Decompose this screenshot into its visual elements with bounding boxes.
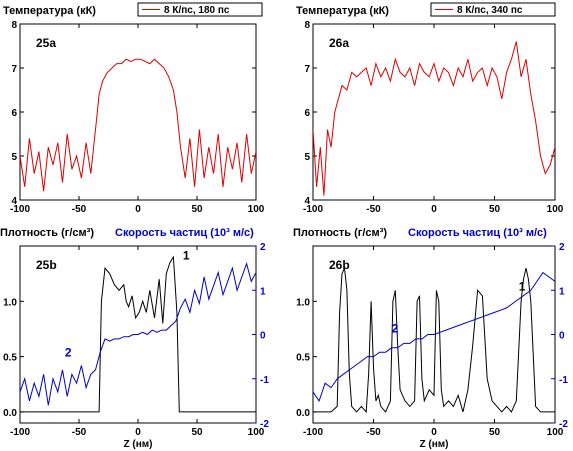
x-tick-label: -100 bbox=[303, 427, 323, 438]
series-line-2 bbox=[313, 271, 555, 403]
y2-tick-label: -2 bbox=[260, 419, 269, 430]
panel-title: Температура (кК) bbox=[3, 5, 96, 17]
curve-label-2: 2 bbox=[65, 346, 72, 360]
legend-label: 8 К/пс, 340 пс bbox=[457, 5, 523, 16]
panel-26b: -100 -50 0 50 100 0.0 0.5 1.0 -2 -1 0 1 2 26b Плотност… bbox=[293, 227, 568, 450]
x-tick-label: 0 bbox=[135, 427, 141, 438]
panel-label: 25b bbox=[36, 258, 57, 272]
x-tick-label: 0 bbox=[135, 204, 141, 215]
y-tick-label: 8 bbox=[304, 20, 310, 31]
series-line-1 bbox=[313, 266, 555, 414]
y2-tick-label: -1 bbox=[559, 375, 568, 386]
y-tick-label: 0.0 bbox=[3, 408, 17, 419]
y2-tick-label: -2 bbox=[559, 419, 568, 430]
curve-label-1: 1 bbox=[519, 279, 526, 293]
x-tick-label: 50 bbox=[191, 427, 203, 438]
x-tick-label: 100 bbox=[547, 204, 564, 215]
y-tick-label: 5 bbox=[304, 152, 310, 163]
y-tick-label: 6 bbox=[11, 108, 17, 119]
y2-tick-label: 2 bbox=[559, 242, 565, 253]
x-tick-label: -100 bbox=[10, 204, 30, 215]
x-axis-label: Z (нм) bbox=[124, 439, 153, 450]
y-tick-label: 6 bbox=[304, 108, 310, 119]
y2-tick-label: 0 bbox=[559, 331, 565, 342]
curve-label-1: 1 bbox=[183, 248, 190, 262]
y-tick-label: 0.0 bbox=[296, 408, 310, 419]
y-tick-label: 4 bbox=[11, 196, 17, 207]
x-axis-label: Z (нм) bbox=[420, 439, 449, 450]
panel-title-left: Плотность (г/см³) bbox=[0, 227, 94, 239]
legend-box bbox=[430, 2, 556, 17]
curve-label-2: 2 bbox=[392, 321, 399, 335]
y-tick-label: 1.0 bbox=[3, 297, 17, 308]
y-tick-label: 5 bbox=[11, 152, 17, 163]
y2-tick-label: 2 bbox=[260, 242, 266, 253]
x-tick-label: -50 bbox=[366, 204, 381, 215]
x-tick-label: 100 bbox=[547, 427, 564, 438]
panel-25a: -100 -50 0 50 100 4 5 6 7 8 25a Температура (кК) 8 К… bbox=[3, 2, 265, 215]
panel-title-left: Плотность (г/см³) bbox=[293, 227, 387, 239]
plot-frame bbox=[19, 23, 257, 201]
series-line-8-К-пс-340-пс bbox=[313, 41, 555, 196]
x-tick-label: 50 bbox=[489, 427, 501, 438]
panel-label: 26a bbox=[329, 36, 349, 50]
panel-title: Температура (кК) bbox=[296, 5, 389, 17]
panel-label: 26b bbox=[329, 258, 350, 272]
series-line-2 bbox=[20, 262, 256, 406]
panel-label: 25a bbox=[36, 36, 56, 50]
x-tick-label: -50 bbox=[72, 204, 87, 215]
panel-25b: -100 -50 0 50 100 0.0 0.5 1.0 -2 -1 0 1 2 25b Плотност… bbox=[0, 227, 269, 450]
panel-title-right: Скорость частиц (10³ м/с) bbox=[115, 227, 254, 239]
y2-tick-label: 1 bbox=[559, 286, 565, 297]
x-tick-label: 0 bbox=[431, 427, 437, 438]
x-tick-label: -100 bbox=[303, 204, 323, 215]
y-tick-label: 0.5 bbox=[3, 353, 17, 364]
panel-title-right: Скорость частиц (10³ м/с) bbox=[408, 227, 547, 239]
x-tick-label: 100 bbox=[248, 204, 265, 215]
y2-tick-label: 1 bbox=[260, 286, 266, 297]
y-tick-label: 1.0 bbox=[296, 297, 310, 308]
y2-tick-label: -1 bbox=[260, 375, 269, 386]
panel-26a: -100 -50 0 50 100 4 5 6 7 8 26a Температура (кК) 8 К… bbox=[296, 2, 564, 215]
series-line-1 bbox=[20, 255, 256, 413]
x-tick-label: -50 bbox=[72, 427, 87, 438]
legend-box bbox=[137, 2, 263, 17]
plot-frame bbox=[312, 23, 556, 201]
y-tick-label: 4 bbox=[304, 196, 310, 207]
y-tick-label: 7 bbox=[11, 64, 17, 75]
x-tick-label: -50 bbox=[366, 427, 381, 438]
y-tick-label: 8 bbox=[11, 20, 17, 31]
x-tick-label: 50 bbox=[191, 204, 203, 215]
x-tick-label: -100 bbox=[10, 427, 30, 438]
series-line-8-К-пс-180-пс bbox=[20, 58, 256, 192]
y-tick-label: 7 bbox=[304, 64, 310, 75]
x-tick-label: 50 bbox=[489, 204, 501, 215]
y-tick-label: 0.5 bbox=[296, 353, 310, 364]
legend-label: 8 К/пс, 180 пс bbox=[164, 5, 230, 16]
y2-tick-label: 0 bbox=[260, 331, 266, 342]
x-tick-label: 100 bbox=[248, 427, 265, 438]
x-tick-label: 0 bbox=[431, 204, 437, 215]
